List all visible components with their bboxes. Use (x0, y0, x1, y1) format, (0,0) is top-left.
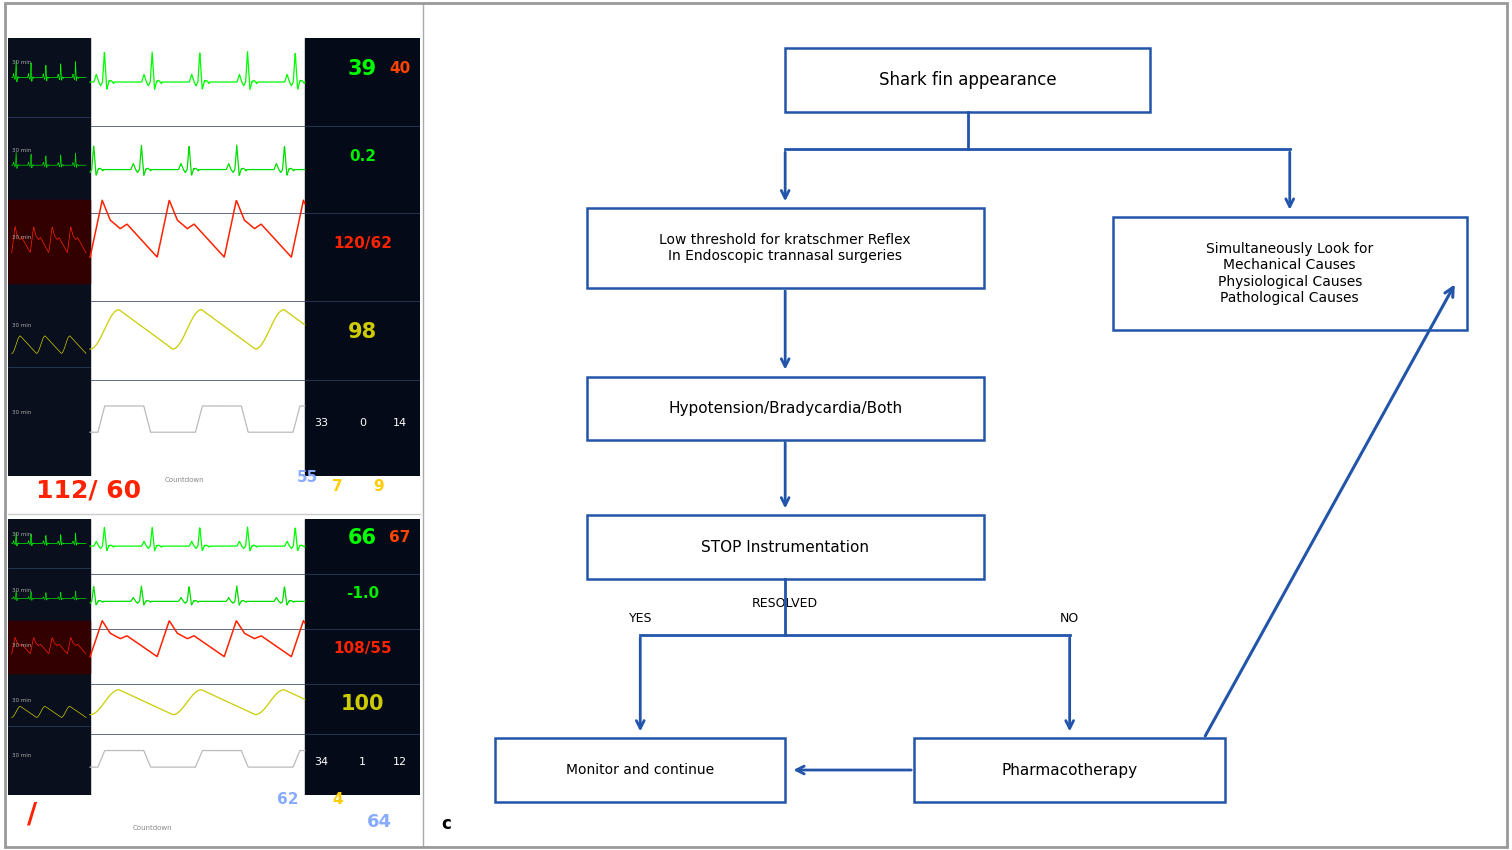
Text: 35.1: 35.1 (133, 791, 171, 807)
FancyBboxPatch shape (587, 515, 984, 579)
Text: 30 min: 30 min (12, 235, 30, 241)
Text: Pharmacotherapy: Pharmacotherapy (1001, 762, 1137, 778)
Text: 30 min: 30 min (12, 411, 30, 416)
Text: 100: 100 (340, 694, 384, 714)
Bar (305, 38, 420, 476)
FancyBboxPatch shape (785, 48, 1151, 111)
Bar (305, 518, 420, 795)
Text: 30 min: 30 min (12, 532, 30, 537)
Text: 98: 98 (348, 321, 376, 342)
Text: YES: YES (629, 612, 652, 625)
Text: 30 min: 30 min (12, 643, 30, 648)
Text: 0.2: 0.2 (349, 149, 376, 164)
Text: 30 min: 30 min (12, 587, 30, 592)
Text: 34: 34 (314, 756, 328, 767)
Text: 1: 1 (358, 756, 366, 767)
Text: NO: NO (1060, 612, 1080, 625)
Text: 30 min: 30 min (12, 323, 30, 328)
Text: Countdown: Countdown (132, 825, 172, 831)
Text: 39: 39 (348, 59, 376, 79)
Text: Hypotension/Bradycardia/Both: Hypotension/Bradycardia/Both (668, 400, 903, 416)
Text: 67: 67 (389, 530, 410, 546)
Text: Countdown: Countdown (165, 478, 204, 484)
Text: -1.0: -1.0 (346, 586, 380, 601)
FancyBboxPatch shape (496, 739, 785, 802)
Text: 12: 12 (393, 756, 407, 767)
Text: 00:00:00: 00:00:00 (165, 489, 221, 501)
FancyBboxPatch shape (1113, 217, 1467, 331)
Text: 00:15:38: 00:15:38 (165, 503, 213, 513)
Text: 00:11:40: 00:11:40 (222, 822, 266, 832)
Bar (8, 620, 91, 673)
Text: Monitor and continue: Monitor and continue (565, 763, 714, 777)
Text: 108/55: 108/55 (333, 641, 392, 656)
Bar (8, 201, 91, 283)
FancyBboxPatch shape (913, 739, 1225, 802)
Text: 33: 33 (314, 418, 328, 428)
Text: 64: 64 (366, 813, 392, 831)
Text: 14: 14 (393, 418, 407, 428)
Text: c: c (442, 815, 452, 833)
FancyBboxPatch shape (587, 377, 984, 439)
Text: 30 min: 30 min (12, 753, 30, 758)
Text: Simultaneously Look for
Mechanical Causes
Physiological Causes
Pathological Caus: Simultaneously Look for Mechanical Cause… (1207, 242, 1373, 305)
Bar (8, 38, 91, 476)
Text: a: a (12, 500, 23, 515)
Text: b: b (12, 831, 23, 846)
Text: 66: 66 (348, 528, 376, 548)
Text: 30 min: 30 min (12, 60, 30, 65)
Text: 62: 62 (278, 791, 299, 807)
Text: 0: 0 (358, 418, 366, 428)
Text: 55: 55 (296, 470, 318, 485)
Text: 30 min: 30 min (12, 148, 30, 153)
Text: Shark fin appearance: Shark fin appearance (878, 71, 1057, 89)
Text: 40: 40 (389, 61, 410, 76)
Text: /: / (27, 800, 38, 828)
Text: 9: 9 (373, 479, 384, 494)
Bar (8, 518, 91, 795)
Text: 120/62: 120/62 (333, 236, 392, 252)
Text: 112/ 60: 112/ 60 (36, 479, 142, 503)
Text: 4: 4 (333, 791, 343, 807)
Text: Low threshold for kratschmer Reflex
In Endoscopic trannasal surgeries: Low threshold for kratschmer Reflex In E… (659, 233, 912, 264)
Text: STOP Instrumentation: STOP Instrumentation (702, 540, 869, 554)
Text: 7: 7 (333, 479, 343, 494)
FancyBboxPatch shape (587, 208, 984, 288)
Text: 0: 0 (395, 495, 405, 509)
Text: 30 min: 30 min (12, 698, 30, 703)
Text: RESOLVED: RESOLVED (751, 597, 818, 610)
